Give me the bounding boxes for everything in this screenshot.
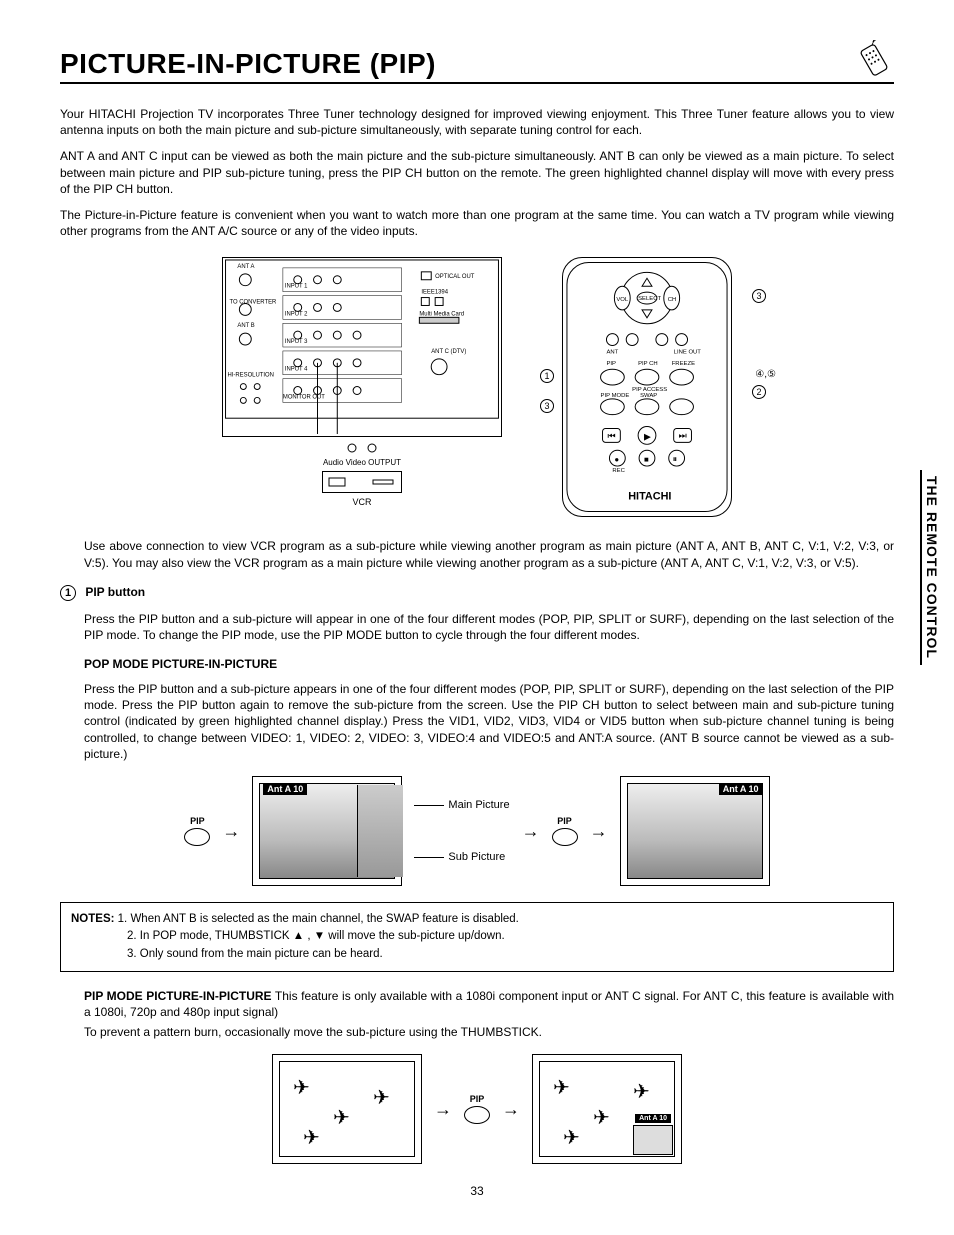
main-picture-label: Main Picture xyxy=(448,799,509,811)
note-2: 2. In POP mode, THUMBSTICK ▲ , ▼ will mo… xyxy=(127,930,505,942)
svg-text:TO CONVERTER: TO CONVERTER xyxy=(229,300,276,306)
osd-label-pip: Ant A 10 xyxy=(635,1114,671,1123)
pip-button-icon-2: PIP xyxy=(552,816,578,846)
vcr-caption: VCR xyxy=(222,497,502,507)
pop-mode-body: Press the PIP button and a sub-picture a… xyxy=(84,681,894,762)
arrow-icon: → xyxy=(434,1099,452,1120)
arrow-icon: → xyxy=(222,821,240,842)
svg-text:⏸: ⏸ xyxy=(673,454,677,464)
intro-para-3: The Picture-in-Picture feature is conven… xyxy=(60,207,894,239)
intro-para-2: ANT A and ANT C input can be viewed as b… xyxy=(60,148,894,197)
arrow-icon: → xyxy=(502,1099,520,1120)
section-tab: THE REMOTE CONTROL xyxy=(920,470,942,665)
arrow-icon: → xyxy=(590,821,608,842)
annot-1: 1 xyxy=(540,369,554,383)
svg-text:ANT A: ANT A xyxy=(237,264,254,270)
annot-3-left: 3 xyxy=(540,399,554,413)
page-title: PICTURE-IN-PICTURE (PIP) xyxy=(60,48,436,80)
pop-mode-heading: POP MODE PICTURE-IN-PICTURE xyxy=(84,657,894,671)
svg-text:■: ■ xyxy=(644,455,649,464)
pip-mode-para: PIP MODE PICTURE-IN-PICTURE This feature… xyxy=(84,988,894,1020)
tv-frame-pop-2: Ant A 10 xyxy=(620,776,770,886)
av-plug-icon xyxy=(322,440,402,456)
intro-para-1: Your HITACHI Projection TV incorporates … xyxy=(60,106,894,138)
svg-text:MONITOR OUT: MONITOR OUT xyxy=(283,395,325,401)
svg-text:SELECT: SELECT xyxy=(638,296,661,302)
svg-text:FREEZE: FREEZE xyxy=(672,362,695,368)
osd-label-2: Ant A 10 xyxy=(719,783,763,795)
vcr-box xyxy=(322,471,402,493)
pip-mode-heading: PIP MODE PICTURE-IN-PICTURE xyxy=(84,989,272,1003)
pip-sub-window xyxy=(633,1125,673,1155)
svg-text:●: ● xyxy=(614,455,619,464)
svg-text:ANT B: ANT B xyxy=(237,324,254,330)
remote-brand-label: HITACHI xyxy=(628,491,671,503)
svg-text:INPUT 4: INPUT 4 xyxy=(285,367,308,373)
note-1: 1. When ANT B is selected as the main ch… xyxy=(118,913,519,925)
pip-mode-illustration: ✈ ✈ ✈ ✈ → PIP → ✈ ✈ ✈ ✈ Ant A 10 xyxy=(60,1054,894,1164)
title-rule xyxy=(60,82,894,84)
arrow-icon: → xyxy=(522,821,540,842)
remote-icon xyxy=(854,40,894,80)
svg-text:⏭: ⏭ xyxy=(679,431,687,441)
svg-text:ANT: ANT xyxy=(606,350,618,356)
svg-text:IEEE1394: IEEE1394 xyxy=(421,290,448,296)
annot-2: 2 xyxy=(752,385,766,399)
pip-button-icon-1: PIP xyxy=(184,816,210,846)
section-1-number: 1 xyxy=(60,585,76,601)
svg-text:INPUT 1: INPUT 1 xyxy=(285,284,308,290)
svg-text:HI-RESOLUTION: HI-RESOLUTION xyxy=(228,373,274,379)
svg-text:PIP CH: PIP CH xyxy=(638,362,658,368)
notes-heading: NOTES: xyxy=(71,913,114,925)
svg-text:PIP MODE: PIP MODE xyxy=(601,393,630,399)
annot-4-5: ④,⑤ xyxy=(755,369,776,380)
section-1-body: Press the PIP button and a sub-picture w… xyxy=(84,611,894,643)
page-number: 33 xyxy=(60,1184,894,1198)
section-1-heading: PIP button xyxy=(85,585,145,599)
svg-text:SWAP: SWAP xyxy=(640,393,657,399)
svg-text:REC: REC xyxy=(612,468,625,474)
svg-text:PIP: PIP xyxy=(606,362,616,368)
tv-frame-pop-1: Ant A 10 xyxy=(252,776,402,886)
svg-text:LINE OUT: LINE OUT xyxy=(674,350,702,356)
svg-text:INPUT 2: INPUT 2 xyxy=(285,312,308,318)
svg-text:INPUT 3: INPUT 3 xyxy=(285,339,308,345)
pip-mode-para-2: To prevent a pattern burn, occasionally … xyxy=(84,1024,894,1040)
pip-button-icon-3: PIP xyxy=(464,1094,490,1124)
tv-frame-pip-1: ✈ ✈ ✈ ✈ xyxy=(272,1054,422,1164)
rear-panel-diagram: ANT A TO CONVERTER ANT B INPUT 1 INPUT 2… xyxy=(222,257,502,437)
annot-3-right: 3 xyxy=(752,289,766,303)
svg-text:OPTICAL OUT: OPTICAL OUT xyxy=(435,274,475,280)
svg-text:VOL: VOL xyxy=(616,297,629,303)
svg-text:Multi Media Card: Multi Media Card xyxy=(419,312,464,318)
svg-text:▶: ▶ xyxy=(644,432,651,442)
remote-control-diagram: VOL CH SELECT ANT LINE OUT PIP PIP CH FR… xyxy=(562,257,732,517)
usage-note: Use above connection to view VCR program… xyxy=(84,538,894,570)
osd-label-1: Ant A 10 xyxy=(263,783,307,795)
pop-mode-illustration: PIP → Ant A 10 Main Picture Sub Picture … xyxy=(60,776,894,886)
connection-diagram: ANT A TO CONVERTER ANT B INPUT 1 INPUT 2… xyxy=(60,257,894,520)
tv-frame-pip-2: ✈ ✈ ✈ ✈ Ant A 10 xyxy=(532,1054,682,1164)
svg-text:CH: CH xyxy=(668,297,677,303)
note-3: 3. Only sound from the main picture can … xyxy=(127,948,383,960)
notes-box: NOTES: 1. When ANT B is selected as the … xyxy=(60,902,894,972)
sub-picture-label: Sub Picture xyxy=(448,851,505,863)
svg-text:ANT C (DTV): ANT C (DTV) xyxy=(431,349,466,355)
vcr-output-label: Audio Video OUTPUT xyxy=(222,458,502,467)
svg-text:⏮: ⏮ xyxy=(607,431,615,441)
